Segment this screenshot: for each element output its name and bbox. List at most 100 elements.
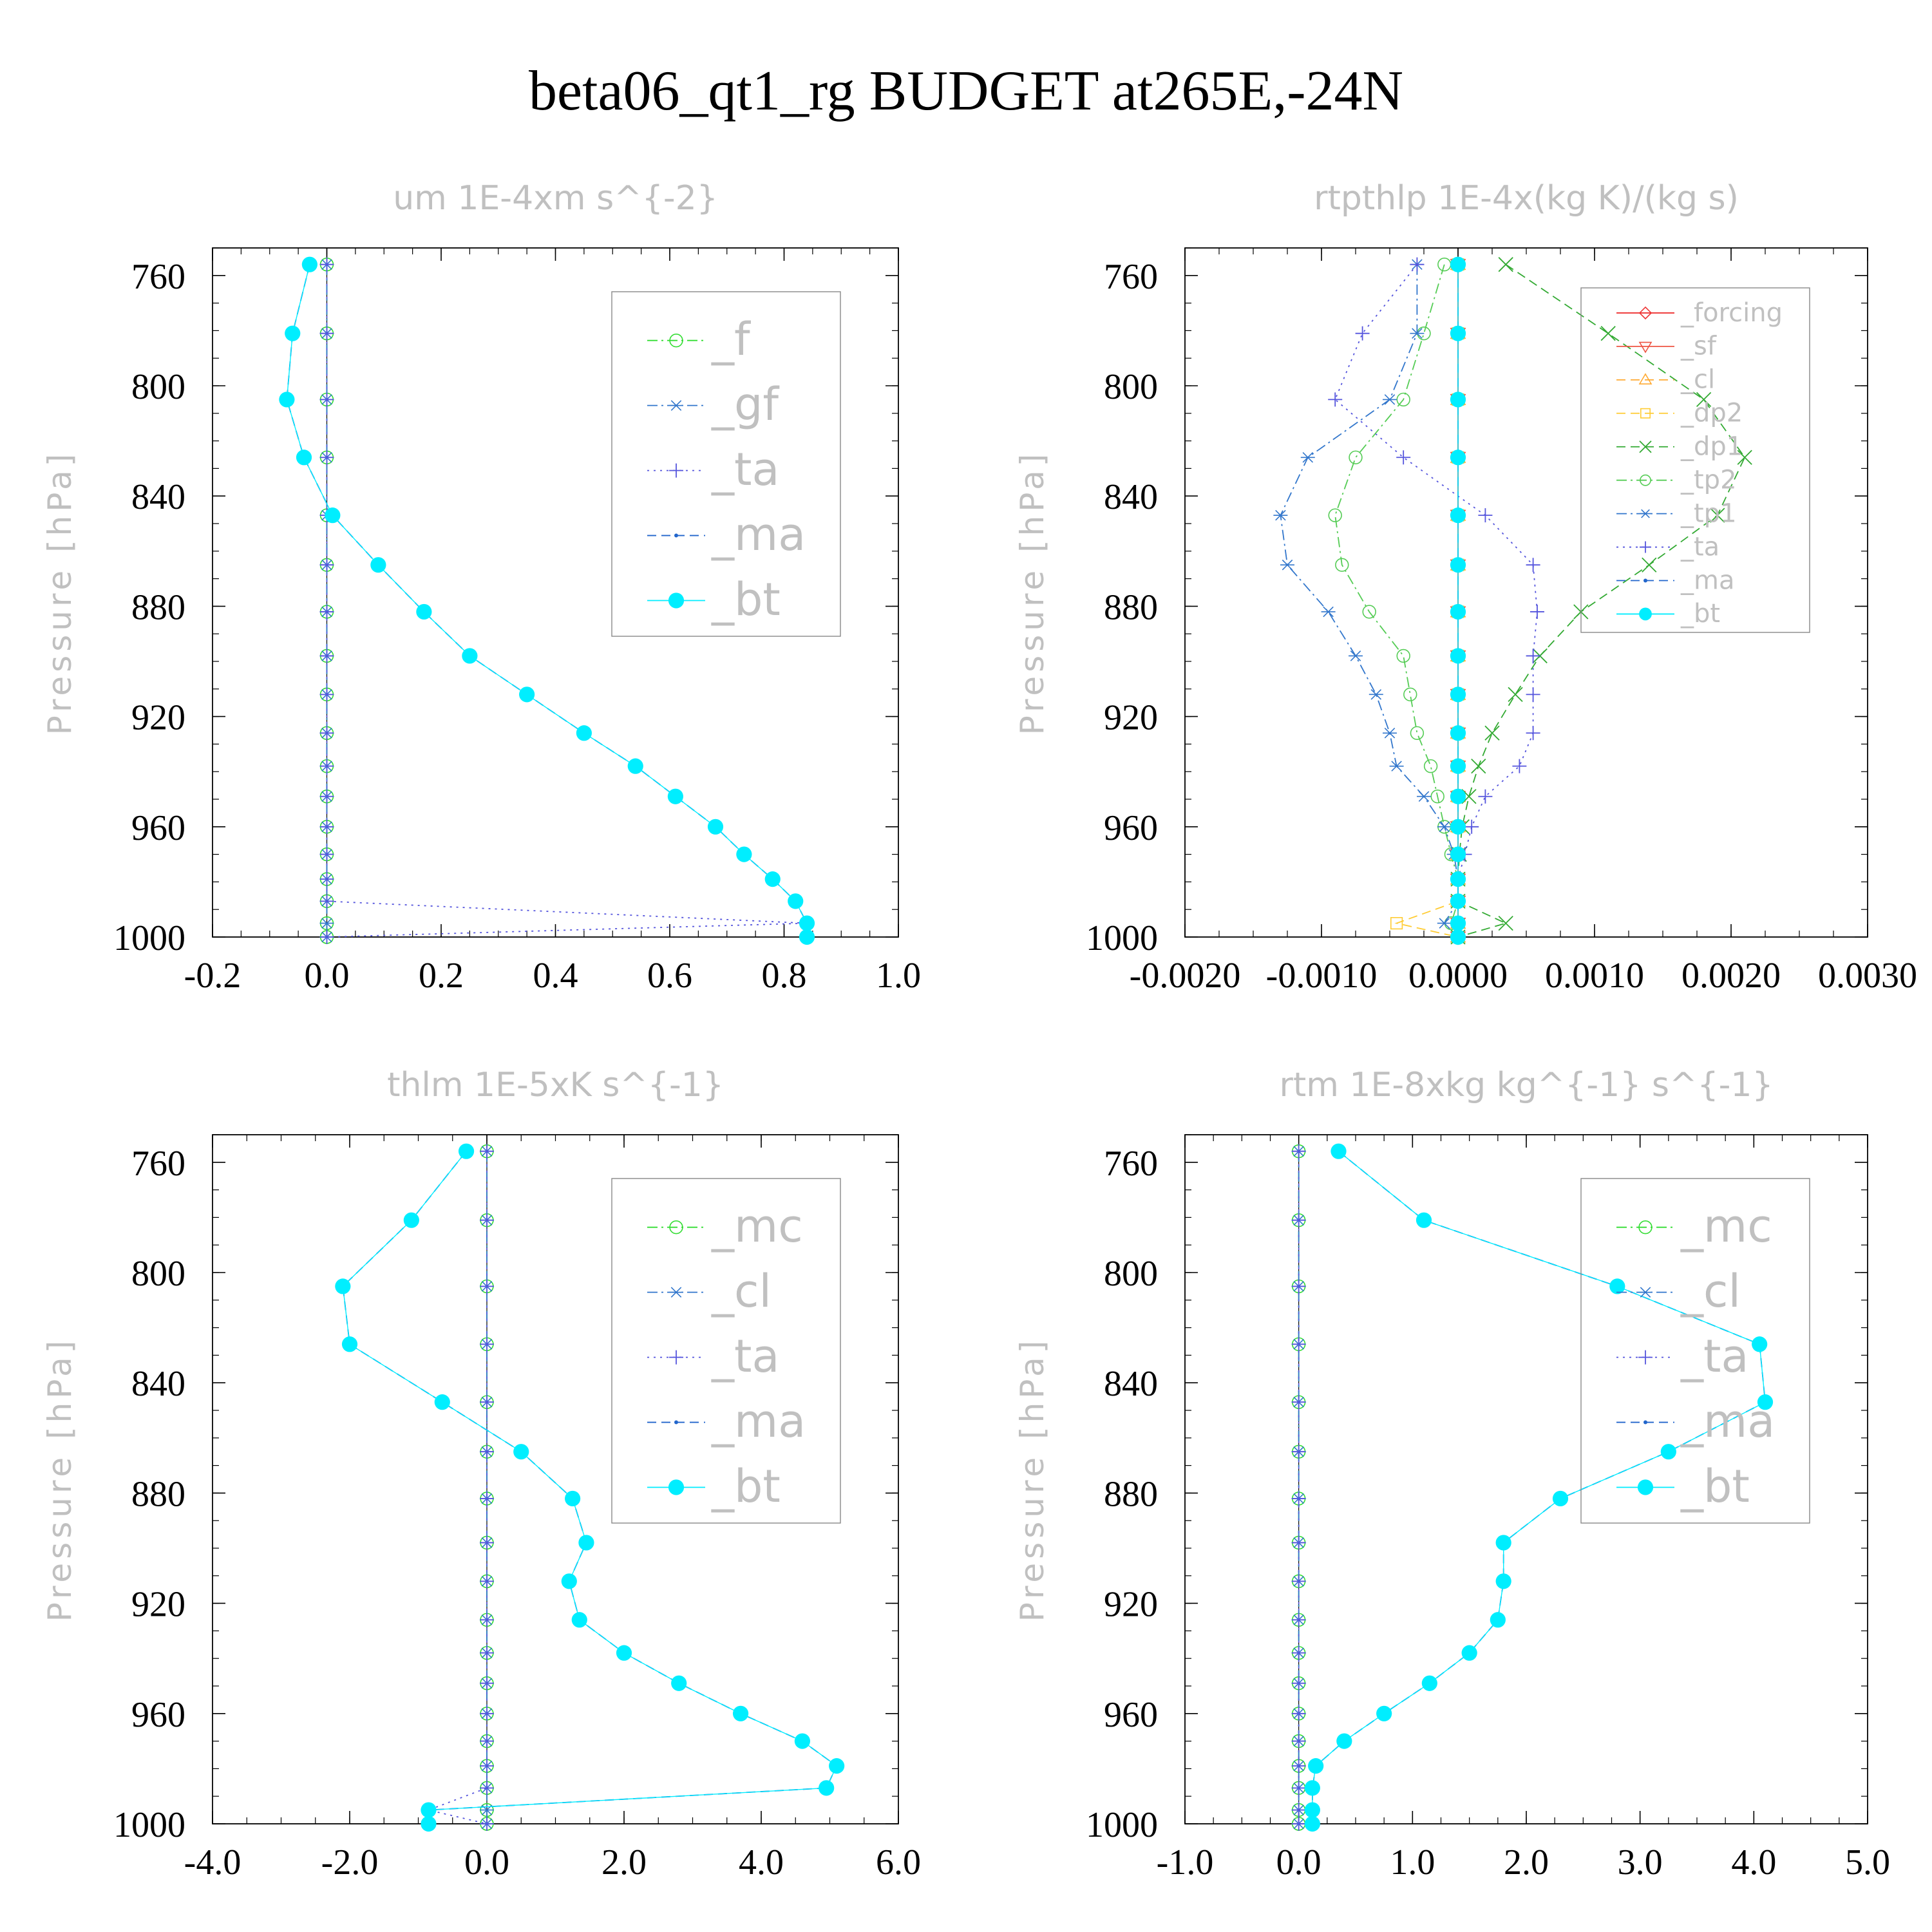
y-tick-label: 800 [1104,1254,1158,1294]
data-point [1450,758,1466,774]
data-point [1328,392,1343,407]
data-point [1383,728,1397,739]
x-tick-label: 0.0 [464,1842,509,1882]
x-tick-label: -1.0 [1157,1842,1214,1882]
data-point [1530,604,1544,619]
data-point [480,1613,494,1627]
x-tick-label: -0.0010 [1266,956,1378,996]
data-point [1291,1645,1306,1660]
y-tick-label: 760 [1104,257,1158,297]
data-point [480,1645,494,1660]
y-tick-label: 1000 [113,1805,185,1845]
data-point [1437,918,1452,929]
x-tick-label: -0.2 [184,956,242,996]
data-point [1291,1734,1306,1748]
x-tick-label: 1.0 [1390,1842,1435,1882]
data-point [480,1491,494,1506]
data-point [279,392,295,408]
y-tick-label: 840 [1104,477,1158,517]
series-line [1394,264,1459,938]
data-point [1710,507,1725,523]
y-axis-label: Pressure [hPa] [1014,450,1051,735]
data-point [571,1612,587,1628]
data-point [667,788,683,804]
data-point [1450,507,1466,524]
legend: _mc _cl _ta _ma _bt [611,1178,841,1524]
panel-title: um 1E-4xm s^{-2} [393,179,718,218]
data-point [1291,1213,1306,1227]
x-tick-label: 0.0 [1276,1842,1321,1882]
data-point [671,1675,687,1691]
data-point [296,450,312,466]
data-point [1450,929,1466,945]
panel-2: rtpthlp 1E-4x(kg K)/(kg s) Pressure [hPa]… [1014,179,1917,996]
series-bt [1304,1143,1774,1832]
data-point [462,648,478,664]
legend: _forcing _sf _cl _dp2 _dp1_tp2_tp1 _ta_ma _bt [1580,287,1810,633]
series-tp1 [1273,259,1465,943]
x-tick-label: 0.0 [305,956,350,996]
x-tick-label: -2.0 [321,1842,379,1882]
data-point [341,1336,358,1352]
legend-marker [674,1420,678,1425]
data-point [370,557,386,573]
data-point [416,603,432,620]
data-point [1304,1802,1320,1818]
data-point [1416,1212,1432,1228]
series-ta [421,1144,494,1831]
data-point [480,1213,494,1227]
data-point [434,1394,450,1410]
legend-label: _ta [1680,1330,1748,1383]
legend-box [1580,1178,1810,1524]
data-point [1498,915,1513,931]
x-tick-label: 0.8 [762,956,807,996]
data-point [1526,649,1540,663]
legend-marker [1638,1220,1653,1235]
data-point [1484,725,1500,741]
data-point [1552,1490,1569,1507]
legend-label: _cl [1680,1265,1741,1318]
legend-marker [1638,341,1653,354]
data-point [561,1573,577,1589]
data-point [335,1278,351,1294]
x-tick-label: 4.0 [1731,1842,1776,1882]
legend-label: _bt [711,1460,781,1513]
data-point [576,725,592,741]
data-point [1490,1612,1506,1628]
data-point [1437,821,1452,833]
data-point [1450,325,1466,341]
legend-label: _mc [1680,1200,1772,1253]
legend-marker [669,1350,683,1365]
x-tick-label: 1.0 [876,956,921,996]
x-tick-label: 6.0 [876,1842,921,1882]
legend-label: _tp2 [1680,465,1737,495]
data-point [319,789,334,804]
y-tick-label: 760 [131,1144,185,1184]
data-point [1308,1758,1324,1774]
data-point [458,1143,475,1159]
y-tick-label: 840 [131,477,185,517]
data-point [1280,559,1294,571]
legend-label: _ma [1680,1395,1775,1448]
y-axis-label: Pressure [hPa] [41,450,79,735]
data-point [1291,1395,1306,1410]
panel-1: um 1E-4xm s^{-2} Pressure [hPa] -0.2 0.0 0.2… [41,179,921,996]
legend-marker [1640,509,1651,518]
data-point [480,1279,494,1294]
data-point [319,392,334,407]
x-tick-label: 4.0 [739,1842,784,1882]
legend-marker [1639,607,1652,621]
data-point [1403,687,1417,702]
legend-label: _cl [1680,365,1715,395]
data-point [1396,450,1411,465]
y-tick-label: 960 [1104,808,1158,848]
legend-label: _ma [1680,565,1734,595]
data-point [1642,557,1657,573]
data-point [1336,1733,1352,1749]
data-point [1600,326,1616,341]
data-point [1291,1706,1306,1721]
data-point [1376,1705,1392,1721]
data-point [1461,1645,1477,1661]
data-point [1291,1759,1306,1774]
